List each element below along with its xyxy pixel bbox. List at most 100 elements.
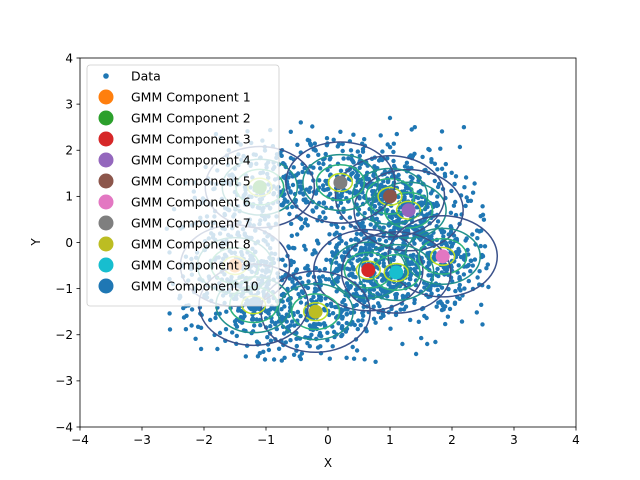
y-tick-label: −1 bbox=[55, 282, 73, 296]
data-point bbox=[448, 229, 454, 234]
data-point bbox=[332, 251, 338, 256]
gmm-contour-line bbox=[395, 200, 422, 220]
data-point bbox=[355, 149, 360, 154]
data-point bbox=[451, 203, 457, 208]
legend-label: GMM Component 8 bbox=[131, 237, 251, 252]
data-point bbox=[403, 304, 409, 309]
data-point bbox=[236, 306, 241, 311]
data-point bbox=[331, 329, 337, 335]
data-point bbox=[330, 344, 335, 349]
data-point bbox=[428, 286, 433, 291]
data-point bbox=[440, 303, 446, 308]
data-point bbox=[290, 279, 295, 284]
data-point bbox=[288, 338, 293, 343]
data-point bbox=[428, 191, 434, 196]
gmm-contour-line bbox=[285, 141, 396, 224]
data-point bbox=[195, 324, 201, 329]
data-point bbox=[356, 318, 361, 323]
data-point bbox=[408, 260, 413, 265]
data-point bbox=[385, 207, 390, 213]
legend: Data GMM Component 1 GMM Component 2 GMM Co… bbox=[86, 64, 280, 307]
gmm-mean-marker bbox=[389, 265, 404, 280]
legend-marker bbox=[98, 89, 114, 105]
gmm-contour-line bbox=[302, 153, 379, 212]
data-point bbox=[281, 331, 287, 336]
data-point bbox=[303, 247, 308, 252]
data-point bbox=[475, 236, 480, 241]
data-point bbox=[287, 211, 292, 217]
data-point bbox=[461, 272, 467, 277]
data-point bbox=[435, 287, 440, 293]
gmm-contour-line bbox=[357, 243, 435, 302]
data-point bbox=[343, 241, 349, 246]
data-point bbox=[435, 266, 440, 272]
data-point bbox=[418, 200, 423, 205]
gmm-contour-line bbox=[302, 302, 329, 322]
data-point bbox=[354, 292, 359, 297]
data-point bbox=[321, 321, 327, 326]
data-point bbox=[381, 225, 386, 230]
data-point bbox=[298, 300, 304, 305]
data-point bbox=[357, 196, 362, 201]
data-point bbox=[457, 144, 463, 150]
legend-marker bbox=[98, 131, 114, 147]
data-point bbox=[318, 295, 324, 300]
data-point bbox=[360, 220, 365, 225]
data-point bbox=[339, 254, 345, 259]
data-point bbox=[350, 344, 355, 350]
data-point bbox=[385, 142, 390, 147]
data-point bbox=[373, 320, 378, 325]
data-point bbox=[334, 244, 339, 250]
data-point bbox=[468, 198, 474, 203]
data-point bbox=[354, 202, 359, 207]
data-point bbox=[462, 185, 467, 190]
data-point bbox=[456, 263, 461, 268]
data-point bbox=[327, 232, 332, 237]
data-point bbox=[282, 355, 287, 360]
data-point bbox=[354, 348, 360, 353]
data-point bbox=[347, 215, 353, 220]
data-point bbox=[362, 137, 367, 142]
data-point bbox=[410, 153, 416, 159]
data-point bbox=[310, 208, 315, 213]
gmm-contour-line bbox=[277, 283, 354, 341]
data-point bbox=[334, 230, 339, 235]
data-point bbox=[297, 190, 303, 195]
data-point bbox=[486, 284, 491, 290]
data-point bbox=[485, 262, 490, 267]
data-point bbox=[452, 301, 458, 306]
gmm-contour-line bbox=[418, 237, 468, 275]
data-point bbox=[377, 237, 382, 242]
data-point bbox=[254, 317, 259, 322]
data-point bbox=[478, 243, 483, 249]
data-point bbox=[461, 125, 467, 130]
data-point bbox=[215, 346, 220, 352]
data-point bbox=[305, 263, 310, 269]
data-point bbox=[359, 232, 364, 237]
data-point bbox=[449, 170, 454, 175]
data-point bbox=[385, 179, 391, 185]
data-point bbox=[293, 199, 298, 205]
gmm-mean-marker bbox=[361, 263, 376, 278]
data-point bbox=[273, 322, 278, 327]
data-point bbox=[468, 258, 473, 263]
data-point bbox=[303, 217, 309, 222]
data-point bbox=[310, 324, 316, 330]
data-point bbox=[317, 178, 322, 183]
data-point bbox=[463, 175, 469, 180]
data-point bbox=[320, 274, 325, 279]
gmm-contour-line bbox=[370, 181, 447, 239]
data-point bbox=[240, 316, 246, 321]
data-point bbox=[404, 160, 410, 165]
data-point bbox=[298, 313, 303, 319]
data-point bbox=[198, 346, 204, 352]
data-point bbox=[281, 200, 286, 206]
data-point bbox=[350, 159, 356, 164]
data-point bbox=[189, 323, 194, 328]
data-point bbox=[360, 318, 365, 323]
data-point bbox=[443, 161, 448, 167]
legend-label: GMM Component 7 bbox=[131, 216, 251, 231]
data-point bbox=[340, 314, 345, 320]
gmm-contours-layer bbox=[179, 141, 499, 354]
